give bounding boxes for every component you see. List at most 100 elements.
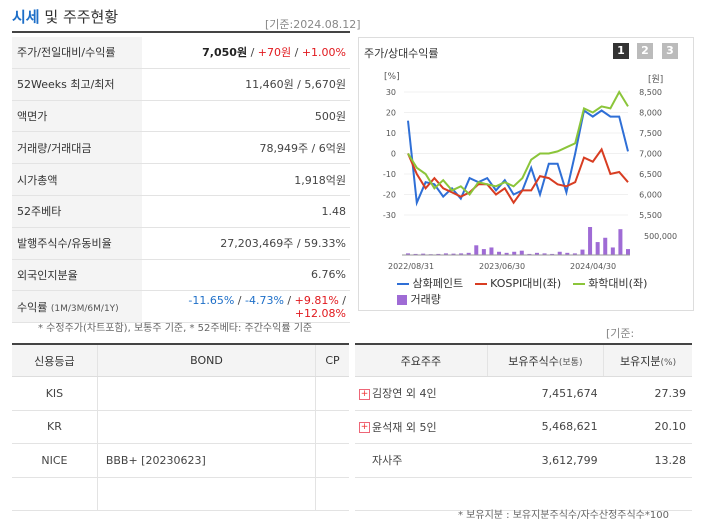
left-axis-ticks: 30 20 10 0 -10 -20 -30 bbox=[383, 88, 396, 220]
footnote-right: * 보유지분 : 보유지분주식수/자수산정주식수*100 bbox=[458, 510, 669, 521]
table-row: + 김장연 외 4인 7,451,674 27.39 bbox=[355, 376, 692, 411]
price-info-table: 주가/전일대비/수익률 7,050원 / +70원 / +1.00% 52Wee… bbox=[12, 37, 350, 324]
price-change-rate: +1.00% bbox=[301, 46, 346, 60]
shareholders-table: 주요주주 보유주식수(보통) 보유지분(%) + 김장연 외 4인 7,451,6… bbox=[355, 345, 692, 511]
info-value: 1.48 bbox=[142, 195, 350, 228]
y-right-tick: 7,500 bbox=[639, 129, 662, 138]
col-header: 보유주식수 bbox=[508, 354, 559, 368]
chart-page-1[interactable]: 1 bbox=[613, 43, 629, 59]
expand-icon[interactable]: + bbox=[359, 422, 370, 434]
footnote-left: * 수정주가(차트포함), 보통주 기준, * 52주베타: 주간수익률 기준 bbox=[38, 323, 313, 334]
volume-bar bbox=[565, 252, 570, 255]
volume-bar bbox=[542, 253, 547, 255]
cp-rating bbox=[315, 376, 349, 411]
volume-bar bbox=[474, 245, 479, 255]
y-left-tick: 20 bbox=[386, 109, 396, 118]
volume-bar bbox=[466, 252, 471, 255]
table-row: KIS bbox=[12, 376, 349, 411]
table-row bbox=[355, 477, 692, 511]
y-right-tick: 6,000 bbox=[639, 191, 662, 200]
info-row-52weeks: 52Weeks 최고/최저 11,460원 / 5,670원 bbox=[12, 68, 350, 101]
volume-bar bbox=[580, 249, 585, 255]
volume-bar bbox=[572, 253, 577, 255]
table-row bbox=[12, 477, 349, 511]
info-value: 6.76% bbox=[142, 259, 350, 292]
volume-bar bbox=[618, 229, 623, 255]
current-price: 7,050원 bbox=[202, 46, 248, 60]
y-right-tick: 5,500 bbox=[639, 211, 662, 220]
col-header: CP bbox=[315, 345, 349, 377]
legend-label-1: 삼화페인트 bbox=[412, 277, 464, 290]
volume-bar bbox=[588, 227, 593, 255]
holder-pct: 20.10 bbox=[603, 410, 692, 444]
volume-bar bbox=[512, 251, 517, 255]
volume-bar bbox=[504, 252, 509, 255]
info-row-foreign: 외국인지분율 6.76% bbox=[12, 259, 350, 292]
info-row-returns: 수익률 (1M/3M/6M/1Y) -11.65% / -4.73% / +9.… bbox=[12, 290, 350, 324]
info-value: 27,203,469주 / 59.33% bbox=[142, 227, 350, 260]
legend-label-2: KOSPI대비(좌) bbox=[490, 277, 562, 290]
col-header: 주요주주 bbox=[355, 345, 488, 377]
volume-bar bbox=[626, 249, 630, 255]
header-divider bbox=[12, 31, 350, 33]
info-row-shares: 발행주식수/유동비율 27,203,469주 / 59.33% bbox=[12, 227, 350, 260]
return-1y: +12.08% bbox=[294, 306, 346, 320]
cp-rating bbox=[315, 477, 349, 511]
volume-bar bbox=[519, 250, 524, 255]
y-right-tick: 6,500 bbox=[639, 170, 662, 179]
chart-page-3[interactable]: 3 bbox=[662, 43, 678, 59]
series-line-3 bbox=[407, 89, 629, 197]
chart-page-2[interactable]: 2 bbox=[637, 43, 653, 59]
volume-bar bbox=[557, 251, 562, 255]
info-row-beta: 52주베타 1.48 bbox=[12, 195, 350, 228]
agency bbox=[12, 477, 98, 511]
holder-name bbox=[355, 477, 488, 511]
legend-swatch-1 bbox=[397, 283, 409, 285]
y-left-tick: -10 bbox=[383, 170, 396, 179]
legend-swatch-3 bbox=[572, 283, 585, 285]
volume-bar bbox=[603, 237, 608, 255]
expand-icon[interactable]: + bbox=[359, 388, 370, 400]
x-tick-3: 2024/04/30 bbox=[570, 262, 616, 271]
title-rest: 및 주주현황 bbox=[39, 8, 119, 26]
y-left-tick: -20 bbox=[383, 191, 396, 200]
volume-bar bbox=[550, 253, 555, 255]
return-1m: -11.65% bbox=[188, 293, 235, 307]
info-label: 주가/전일대비/수익률 bbox=[12, 37, 142, 69]
col-header: 보유지분 bbox=[620, 354, 661, 368]
info-label: 발행주식수/유동비율 bbox=[12, 227, 142, 260]
volume-bar bbox=[610, 247, 615, 255]
right-axis-ticks: 8,500 8,000 7,500 7,000 6,500 6,000 5,500 bbox=[639, 88, 662, 220]
legend-swatch-4 bbox=[397, 295, 407, 305]
legend-label-4: 거래량 bbox=[410, 293, 441, 306]
chart-legend-volume: 거래량 bbox=[397, 291, 441, 307]
volume-tick: 500,000 bbox=[644, 232, 677, 241]
returns-chart: [%] [원] 30 20 10 0 -10 -20 -30 8,500 8,000 7,500… bbox=[383, 72, 677, 271]
info-value: 78,949주 / 6억원 bbox=[142, 131, 350, 165]
title-main: 시세 bbox=[12, 8, 40, 26]
holder-pct bbox=[603, 477, 692, 511]
volume-bar bbox=[459, 253, 464, 255]
holder-shares bbox=[487, 477, 604, 511]
volume-bar bbox=[595, 242, 600, 255]
holder-name: 김장연 외 4인 bbox=[372, 387, 437, 401]
info-row-price: 주가/전일대비/수익률 7,050원 / +70원 / +1.00% bbox=[12, 37, 350, 69]
right-unit: [원] bbox=[648, 74, 663, 85]
table-row: + 윤석재 외 5인 5,468,621 20.10 bbox=[355, 410, 692, 444]
info-label: 52주베타 bbox=[12, 195, 142, 228]
agency: NICE bbox=[12, 443, 98, 478]
table-row: NICE BBB+ [20230623] bbox=[12, 443, 349, 478]
bond-rating bbox=[97, 376, 317, 411]
price-change: +70원 bbox=[257, 46, 292, 60]
bond-rating: BBB+ [20230623] bbox=[97, 443, 317, 478]
info-label: 시가총액 bbox=[12, 163, 142, 196]
table-row: 자사주 3,612,799 13.28 bbox=[355, 443, 692, 478]
holder-pct: 27.39 bbox=[603, 376, 692, 411]
info-label: 거래량/거래대금 bbox=[12, 131, 142, 165]
volume-bar bbox=[497, 251, 502, 255]
info-value: 500원 bbox=[142, 100, 350, 133]
col-header-sub: (%) bbox=[660, 357, 677, 368]
info-label-sub: (1M/3M/6M/1Y) bbox=[50, 303, 119, 314]
y-right-tick: 8,000 bbox=[639, 109, 662, 118]
y-right-tick: 8,500 bbox=[639, 88, 662, 97]
